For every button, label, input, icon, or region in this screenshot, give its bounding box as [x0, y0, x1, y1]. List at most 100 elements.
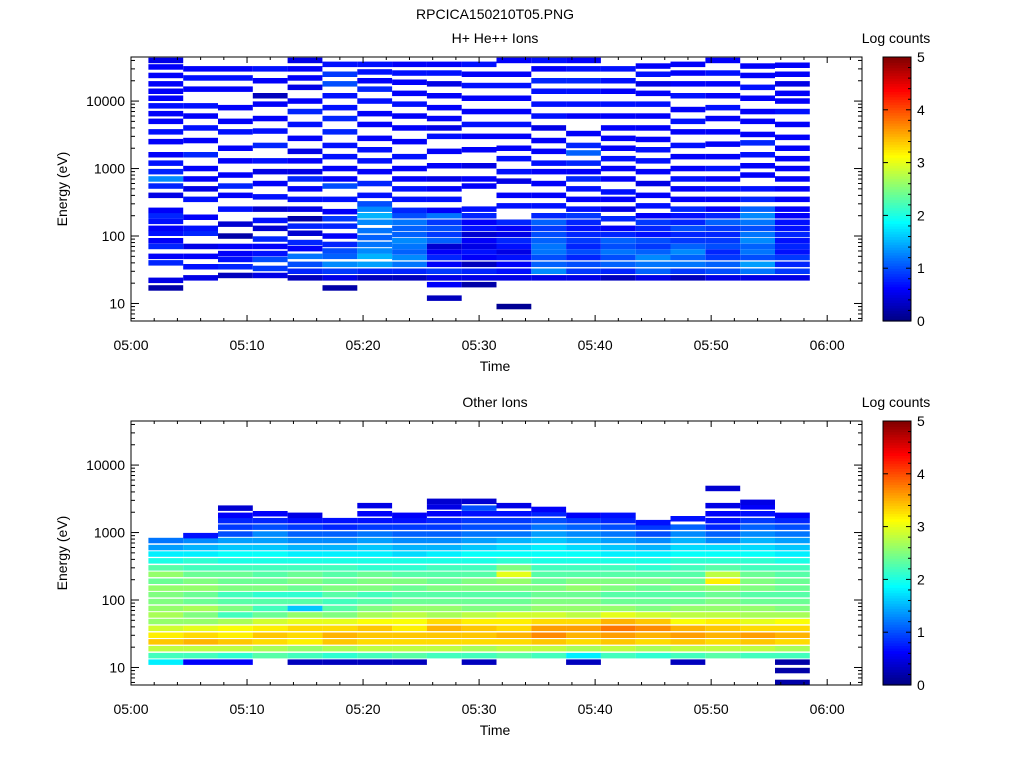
heatmap-cell [566, 160, 601, 166]
heatmap-cell [496, 591, 532, 598]
colorbar-swatch [883, 542, 911, 546]
heatmap-cell [670, 196, 706, 203]
heatmap-cell [600, 88, 636, 94]
heatmap-cell [287, 659, 323, 665]
heatmap-cell [496, 537, 532, 544]
heatmap-cell [635, 238, 671, 244]
heatmap-cell [496, 578, 532, 584]
colorbar-swatch [883, 473, 911, 478]
heatmap-cell [461, 558, 497, 564]
heatmap-cell [566, 632, 601, 638]
heatmap-cell [531, 612, 567, 618]
heatmap-cell [531, 192, 567, 199]
heatmap-cell [183, 137, 218, 144]
heatmap-cell [566, 517, 601, 524]
heatmap-cell [322, 578, 358, 584]
heatmap-cell [218, 221, 253, 227]
heatmap-cell [775, 531, 810, 537]
heatmap-cell [740, 632, 775, 638]
heatmap-cell [705, 254, 741, 261]
heatmap-cell [496, 544, 532, 551]
colorbar-swatch [883, 447, 911, 451]
heatmap-cell [775, 90, 810, 97]
heatmap-cell [461, 625, 497, 632]
heatmap-cell [287, 75, 323, 81]
heatmap-cell [566, 150, 601, 156]
colorbar-swatch [883, 632, 911, 636]
heatmap-cell [775, 517, 810, 524]
heatmap-cell [357, 275, 393, 281]
colorbar-swatch [883, 307, 911, 312]
heatmap-cell [148, 81, 184, 87]
heatmap-cell [531, 78, 567, 84]
heatmap-cell [461, 281, 497, 288]
heatmap-cell [566, 585, 601, 591]
heatmap-cell [461, 163, 497, 169]
colorbar-swatch [883, 436, 911, 441]
colorbar-swatch [883, 196, 911, 201]
heatmap-cell [148, 537, 184, 544]
heatmap-cell [357, 645, 393, 652]
heatmap-cell [635, 243, 671, 250]
heatmap-cell [322, 632, 358, 638]
heatmap-cell [740, 249, 775, 255]
heatmap-cell [183, 605, 218, 612]
heatmap-cell [566, 186, 601, 192]
heatmap-cell [392, 213, 427, 219]
heatmap-cell [148, 72, 184, 79]
x-tick-label: 05:40 [578, 337, 613, 353]
heatmap-cell [705, 625, 741, 632]
heatmap-cell [357, 219, 393, 225]
heatmap-cell [461, 183, 497, 189]
heatmap-cell [287, 544, 323, 551]
heatmap-cell [252, 168, 288, 175]
heatmap-cell [392, 565, 427, 571]
heatmap-cell [252, 78, 288, 84]
heatmap-cell [705, 153, 741, 160]
heatmap-cell [322, 241, 358, 248]
colorbar-swatch [883, 450, 911, 454]
heatmap-cell [775, 254, 810, 261]
heatmap-cell [183, 612, 218, 618]
heatmap-cell [357, 268, 393, 274]
colorbar-swatch [883, 624, 911, 628]
colorbar-swatch [883, 265, 911, 269]
heatmap-cell [670, 186, 706, 192]
heatmap-cell [322, 618, 358, 625]
heatmap-cell [322, 223, 358, 229]
colorbar-swatch [883, 112, 911, 116]
heatmap-cell [600, 66, 636, 72]
heatmap-cell [775, 108, 810, 115]
heatmap-cell [496, 517, 532, 524]
heatmap-cell [287, 524, 323, 530]
heatmap-cell [426, 254, 462, 261]
heatmap-cell [183, 230, 218, 236]
heatmap-cell [635, 551, 671, 557]
heatmap-cell [635, 254, 671, 261]
heatmap-cell [426, 281, 462, 288]
heatmap-cell [183, 639, 218, 645]
heatmap-cell [705, 93, 741, 99]
colorbar-swatch [883, 545, 911, 549]
heatmap-cell [426, 176, 462, 182]
heatmap-cell [496, 585, 532, 591]
heatmap-cell [566, 243, 601, 250]
heatmap-cell [322, 142, 358, 149]
heatmap-cell [461, 498, 497, 505]
heatmap-cell [635, 113, 671, 119]
heatmap-cell [461, 645, 497, 652]
heatmap-cell [322, 531, 358, 537]
heatmap-cell [183, 571, 218, 578]
heatmap-cell [357, 639, 393, 645]
heatmap-cell [392, 249, 427, 255]
heatmap-cell [357, 253, 393, 260]
colorbar-swatch [883, 202, 911, 206]
colorbar-swatch [883, 613, 911, 617]
heatmap-cell [600, 125, 636, 131]
heatmap-cell [218, 505, 253, 511]
heatmap-cell [740, 225, 775, 232]
heatmap-cell [287, 625, 323, 632]
heatmap-cell [322, 517, 358, 524]
heatmap-cell [357, 168, 393, 175]
heatmap-cell [775, 196, 810, 203]
